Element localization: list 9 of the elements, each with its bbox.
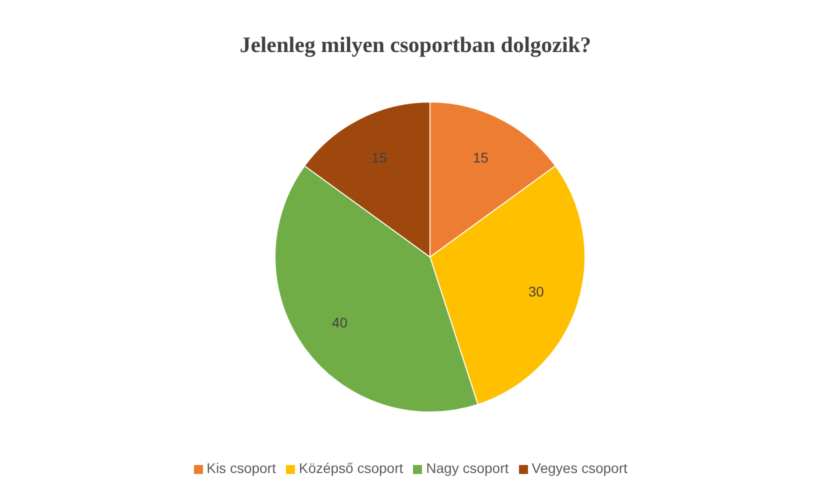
legend-label: Kis csoport bbox=[206, 460, 276, 476]
data-label: 15 bbox=[372, 150, 388, 166]
data-label: 30 bbox=[528, 283, 544, 300]
legend-label: Nagy csoport bbox=[426, 460, 509, 476]
legend-label: Középső csoport bbox=[298, 460, 404, 476]
data-label: 15 bbox=[472, 150, 489, 166]
data-label: 40 bbox=[332, 314, 348, 331]
chart-title: Jelenleg milyen csoportban dolgozik? bbox=[238, 32, 592, 58]
legend-label: Vegyes csoport bbox=[532, 460, 628, 476]
